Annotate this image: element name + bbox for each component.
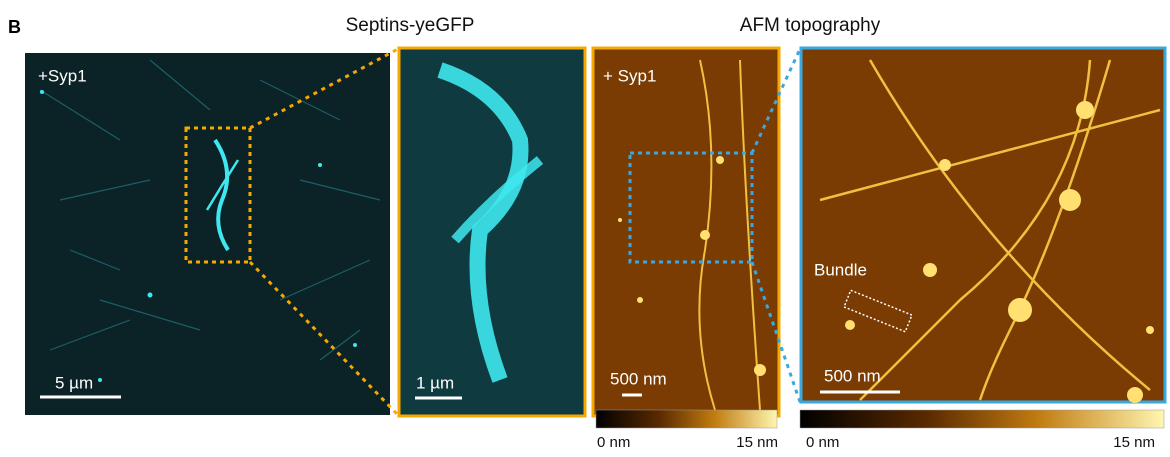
afm-image: [593, 48, 779, 416]
afm-zoom: [801, 48, 1165, 403]
scale-bar-label: 500 nm: [824, 366, 881, 385]
scale-bar-label: 5 µm: [55, 373, 93, 392]
title: AFM topography: [740, 15, 881, 36]
colorbar-max: 15 nm: [1113, 434, 1155, 451]
colorbar: [800, 410, 1164, 428]
colorbar-min: 0 nm: [806, 434, 839, 451]
scale-bar-label: 1 µm: [416, 373, 454, 392]
title: Septins-yeGFP: [346, 15, 475, 36]
colorbar-min: 0 nm: [597, 434, 630, 451]
scale-bar-label: 500 nm: [610, 369, 667, 388]
image-label: + Syp1: [603, 66, 656, 85]
fluorescence-zoom: [399, 48, 585, 416]
fluorescence-image: [25, 53, 390, 415]
image-label: +Syp1: [38, 66, 87, 85]
figure: B Septins-yeGFP AFM topography +Syp1 5 µ…: [0, 0, 1170, 457]
colorbar-max: 15 nm: [736, 434, 778, 451]
colorbar: [596, 410, 777, 428]
panel-label: B: [8, 17, 21, 37]
annotation: Bundle: [814, 260, 867, 279]
